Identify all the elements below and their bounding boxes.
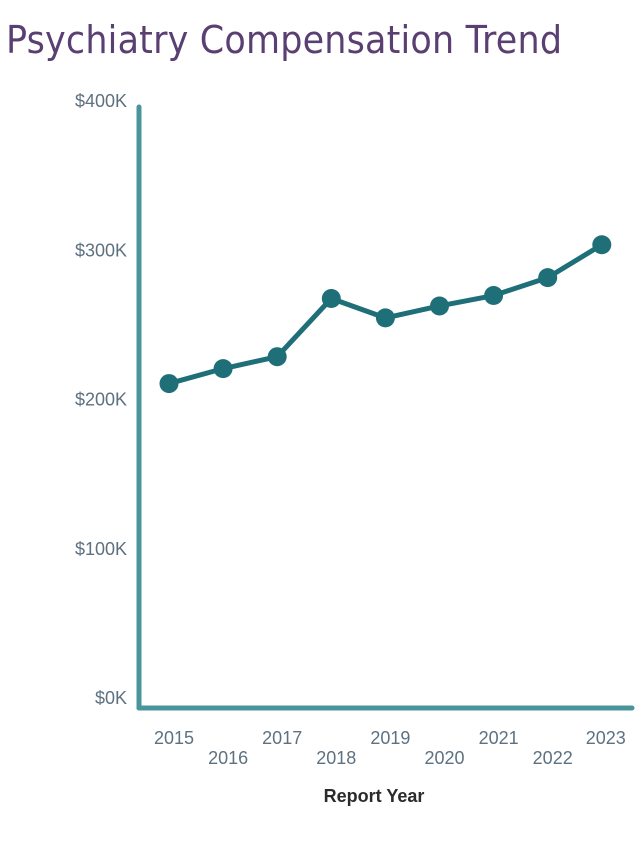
x-tick-label: 2015 bbox=[154, 728, 194, 748]
data-point-marker[interactable] bbox=[375, 308, 395, 328]
x-tick-label: 2020 bbox=[424, 748, 464, 768]
data-point-marker[interactable] bbox=[321, 289, 341, 309]
y-tick-label: $200K bbox=[75, 390, 127, 410]
y-tick-label: $300K bbox=[75, 240, 127, 260]
x-tick-label: 2022 bbox=[533, 748, 573, 768]
data-point-marker[interactable] bbox=[213, 359, 233, 379]
data-point-marker[interactable] bbox=[159, 374, 179, 394]
x-tick-label: 2021 bbox=[479, 728, 519, 748]
x-tick-label: 2018 bbox=[316, 748, 356, 768]
x-tick-label: 2016 bbox=[208, 748, 248, 768]
y-tick-label: $0K bbox=[95, 688, 127, 708]
data-series bbox=[159, 235, 612, 394]
data-point-marker[interactable] bbox=[267, 347, 287, 367]
data-point-marker[interactable] bbox=[592, 235, 612, 255]
x-tick-label: 2017 bbox=[262, 728, 302, 748]
y-tick-label: $400K bbox=[75, 91, 127, 111]
x-tick-label: 2019 bbox=[370, 728, 410, 748]
data-point-marker[interactable] bbox=[430, 296, 449, 316]
y-tick-label: $100K bbox=[75, 539, 127, 559]
data-point-marker[interactable] bbox=[538, 268, 558, 288]
y-axis-tick-labels: $0K $100K $200K $300K $400K bbox=[75, 91, 127, 708]
x-axis-label: Report Year bbox=[324, 786, 425, 806]
x-tick-label: 2023 bbox=[586, 728, 626, 748]
x-axis-tick-labels: 2015 2016 2017 2018 2019 2020 2021 2022 2023 bbox=[154, 728, 626, 768]
data-point-marker[interactable] bbox=[484, 286, 504, 306]
chart-title: Psychiatry Compensation Trend bbox=[6, 18, 563, 62]
